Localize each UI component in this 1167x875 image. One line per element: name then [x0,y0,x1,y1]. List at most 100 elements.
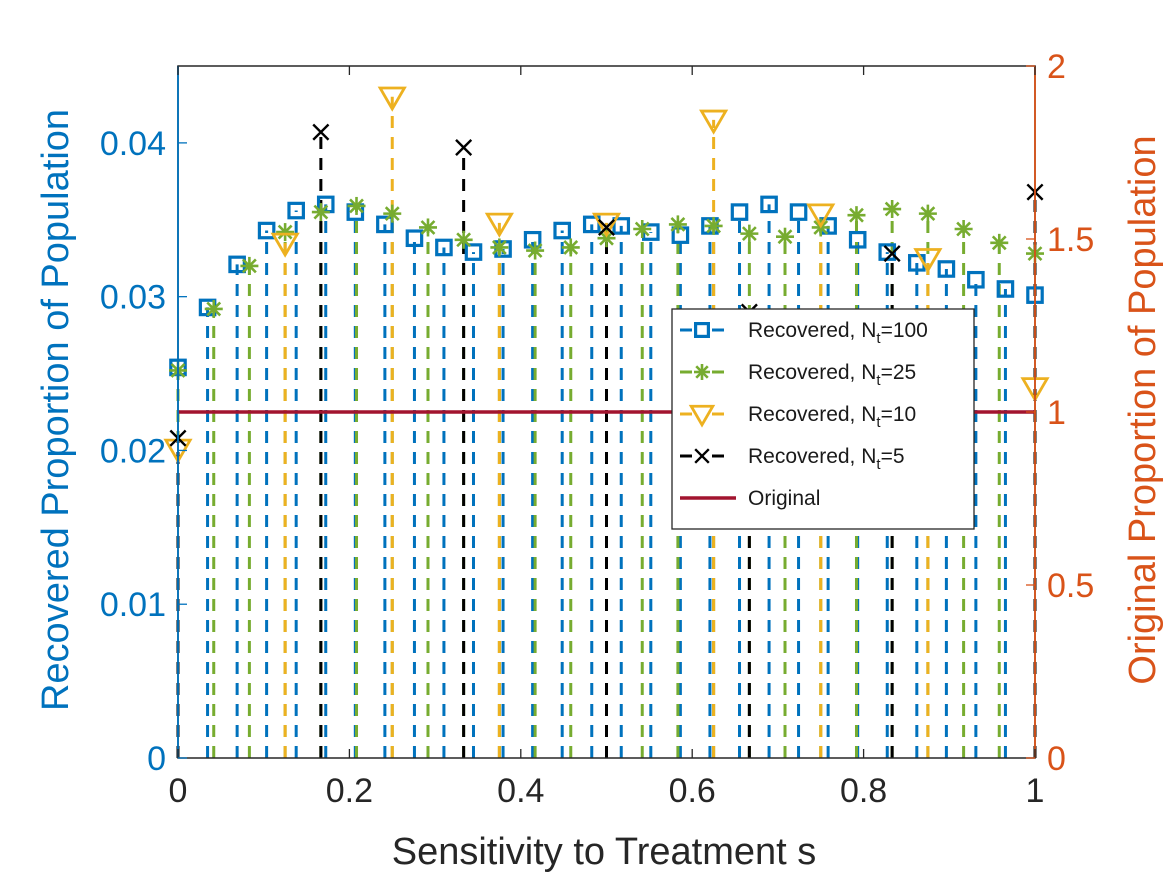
marker-n25 [347,196,366,215]
marker-n25 [918,204,937,223]
legend-label-name: Recovered, N [748,361,876,384]
x-tick-label: 0.4 [497,772,544,810]
y-left-axis-ticks: 0 0.01 0.02 0.03 0.04 [100,125,187,778]
marker-n25 [311,203,330,222]
y-right-tick-label: 0.5 [1047,567,1094,605]
marker-n100 [937,260,956,278]
legend-marker-n100 [693,322,710,339]
y-left-tick-label: 0 [147,740,166,778]
marker-n100 [435,238,453,257]
y-left-axis-label: Recovered Proportion of Population [35,109,77,711]
legend-label: Recovered, Nt=5 [748,445,905,473]
y-right-tick-label: 2 [1047,48,1066,86]
marker-n25 [776,227,795,246]
legend-label-suffix: =100 [881,319,928,342]
legend-item-n5: Recovered, Nt=5 [680,445,905,473]
marker-n25 [847,206,866,225]
marker-n10 [377,86,407,112]
legend-box [671,308,975,530]
x-tick-label: 0 [169,772,188,810]
y-right-axis-label: Original Proportion of Population [1122,135,1164,684]
y-left-tick-label: 0.04 [100,125,166,163]
legend-marker-n5 [694,448,710,464]
legend-item-original: Original [680,487,820,510]
legend-label: Original [748,487,820,510]
marker-n25 [597,229,616,248]
x-axis-label-text: Sensitivity to Treatment s [392,831,817,873]
legend-label-suffix: =5 [881,445,905,468]
y-right-tick-label: 1 [1047,394,1066,432]
x-tick-label: 0.6 [669,772,716,810]
marker-n100 [376,215,394,234]
legend-label-subscript: t [876,330,881,347]
marker-n100 [553,221,571,240]
marker-n5 [455,139,473,157]
marker-n25 [990,233,1009,252]
marker-n5 [883,245,901,263]
marker-n25 [883,200,902,219]
marker-n100 [405,229,424,248]
legend-label-suffix: =10 [881,403,917,426]
marker-n25 [740,224,759,243]
legend-label-subscript: t [876,414,881,431]
legend-label-subscript: t [876,456,881,473]
y-left-tick-label: 0.01 [100,586,166,624]
legend-label: Recovered, Nt=25 [748,361,916,389]
legend-item-n10: Recovered, Nt=10 [680,403,916,431]
marker-n10 [806,203,836,229]
marker-n100 [967,270,985,289]
marker-n100 [996,280,1015,298]
data-markers [163,86,1050,464]
marker-n10 [913,248,943,274]
marker-n100 [464,243,483,261]
y-right-axis-ticks: 0 0.5 1 1.5 2 [1026,48,1094,778]
marker-n10 [699,109,729,135]
marker-n100 [257,221,276,240]
legend-label: Recovered, Nt=10 [748,403,916,431]
legend-label-subscript: t [876,372,881,389]
marker-n100 [228,255,246,274]
marker-n25 [526,241,545,260]
marker-n25 [240,256,259,275]
y-left-tick-label: 0.02 [100,432,166,470]
marker-n5 [312,123,330,141]
legend-item-n25: Recovered, Nt=25 [680,361,916,389]
marker-n100 [730,203,749,221]
legend-marker-n10 [688,404,716,428]
marker-n10 [591,212,622,238]
marker-n100 [848,230,867,249]
legend-label: Recovered, Nt=100 [748,319,928,347]
marker-n100 [287,201,305,220]
marker-n10 [270,232,300,258]
y-left-tick-label: 0.03 [100,279,166,317]
legend-label-name: Recovered, N [748,403,876,426]
legend-label-suffix: =25 [881,361,917,384]
x-axis-label: Sensitivity to Treatment s [392,831,817,873]
x-tick-label: 0.2 [326,772,373,810]
legend-label-name: Recovered, N [748,319,876,342]
marker-n25 [954,220,973,239]
marker-n25 [668,215,687,234]
marker-n25 [490,238,509,257]
marker-n25 [633,220,652,239]
marker-n25 [383,204,402,223]
x-tick-label: 1 [1026,772,1045,810]
marker-n100 [612,217,631,235]
marker-n5 [598,218,615,236]
x-tick-label: 0.8 [840,772,887,810]
marker-n100 [494,240,512,258]
marker-n25 [204,299,223,318]
x-axis-ticks: 0 0.2 0.4 0.6 0.8 1 [169,66,1045,810]
marker-n25 [561,238,580,257]
marker-n100 [760,195,778,214]
marker-n25 [454,230,473,249]
marker-n25 [418,218,437,237]
legend-label-name: Recovered, N [748,445,876,468]
legend-item-n100: Recovered, Nt=100 [680,319,928,347]
marker-n10 [484,212,514,238]
y-right-tick-label: 0 [1047,740,1066,778]
marker-n25 [276,223,295,242]
marker-n100 [789,203,808,221]
